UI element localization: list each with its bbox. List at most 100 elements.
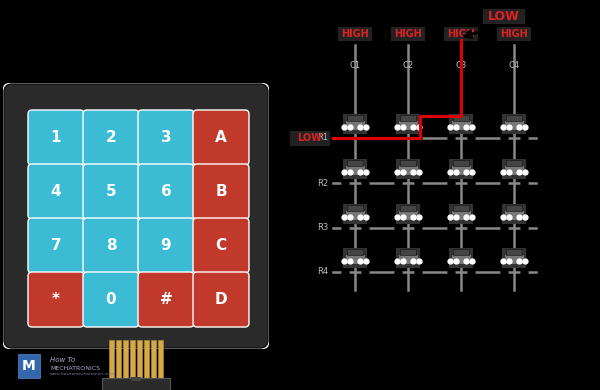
Bar bbox=[453, 205, 469, 211]
Bar bbox=[453, 115, 469, 121]
Bar bbox=[18, 354, 40, 378]
Bar bbox=[158, 340, 163, 378]
Bar bbox=[345, 254, 365, 264]
FancyBboxPatch shape bbox=[138, 272, 194, 327]
Bar bbox=[345, 120, 365, 130]
Text: HIGH: HIGH bbox=[394, 29, 422, 39]
Text: HIGH: HIGH bbox=[341, 29, 369, 39]
Bar bbox=[338, 27, 372, 41]
Bar bbox=[343, 248, 367, 268]
FancyBboxPatch shape bbox=[83, 218, 139, 273]
FancyBboxPatch shape bbox=[83, 272, 139, 327]
Bar bbox=[123, 340, 128, 378]
Bar bbox=[290, 131, 330, 146]
Bar bbox=[347, 160, 363, 166]
Text: *: * bbox=[52, 292, 60, 307]
Bar bbox=[449, 159, 473, 179]
Bar bbox=[506, 249, 522, 255]
FancyBboxPatch shape bbox=[193, 110, 249, 165]
Bar bbox=[391, 27, 425, 41]
FancyBboxPatch shape bbox=[28, 218, 84, 273]
Bar bbox=[343, 114, 367, 134]
Bar bbox=[345, 210, 365, 220]
Text: D: D bbox=[215, 292, 227, 307]
Text: 4: 4 bbox=[50, 184, 61, 199]
Text: C2: C2 bbox=[403, 60, 413, 69]
Bar bbox=[451, 120, 471, 130]
Bar bbox=[444, 27, 478, 41]
Bar bbox=[396, 159, 420, 179]
Bar bbox=[449, 204, 473, 224]
Bar bbox=[396, 248, 420, 268]
Bar bbox=[504, 165, 524, 175]
Text: How To: How To bbox=[50, 357, 75, 363]
Bar bbox=[137, 340, 142, 378]
Text: R1: R1 bbox=[317, 133, 329, 142]
Bar bbox=[451, 210, 471, 220]
Text: R3: R3 bbox=[317, 223, 329, 232]
Text: www.howtomechatronics.com: www.howtomechatronics.com bbox=[50, 372, 115, 376]
FancyBboxPatch shape bbox=[28, 110, 84, 165]
Text: B: B bbox=[215, 184, 227, 199]
Bar bbox=[451, 254, 471, 264]
Bar bbox=[102, 378, 170, 390]
Text: 3: 3 bbox=[161, 130, 172, 145]
Bar bbox=[343, 204, 367, 224]
FancyBboxPatch shape bbox=[3, 83, 269, 349]
Bar bbox=[130, 340, 135, 378]
FancyBboxPatch shape bbox=[138, 164, 194, 219]
Bar bbox=[398, 210, 418, 220]
Text: 0: 0 bbox=[106, 292, 116, 307]
Bar bbox=[453, 249, 469, 255]
FancyBboxPatch shape bbox=[4, 84, 268, 348]
Bar bbox=[502, 114, 526, 134]
Text: M: M bbox=[22, 359, 36, 373]
Bar bbox=[144, 340, 149, 378]
Bar bbox=[396, 204, 420, 224]
Bar bbox=[343, 159, 367, 179]
Bar bbox=[398, 120, 418, 130]
Bar bbox=[502, 159, 526, 179]
Bar bbox=[345, 165, 365, 175]
Bar bbox=[497, 27, 531, 41]
FancyBboxPatch shape bbox=[193, 164, 249, 219]
FancyBboxPatch shape bbox=[83, 110, 139, 165]
Text: LOW: LOW bbox=[488, 9, 520, 23]
Text: C3: C3 bbox=[455, 60, 467, 69]
Bar bbox=[483, 9, 525, 24]
Text: #: # bbox=[160, 292, 172, 307]
Bar bbox=[504, 120, 524, 130]
Bar bbox=[347, 115, 363, 121]
Text: 9: 9 bbox=[161, 238, 172, 253]
Bar bbox=[502, 248, 526, 268]
Bar bbox=[400, 249, 416, 255]
FancyBboxPatch shape bbox=[28, 272, 84, 327]
Text: 1: 1 bbox=[51, 130, 61, 145]
Bar bbox=[396, 114, 420, 134]
Bar bbox=[504, 210, 524, 220]
Text: C4: C4 bbox=[508, 60, 520, 69]
Bar bbox=[400, 115, 416, 121]
Bar bbox=[506, 205, 522, 211]
FancyBboxPatch shape bbox=[193, 218, 249, 273]
Bar bbox=[398, 165, 418, 175]
Bar bbox=[347, 249, 363, 255]
Bar bbox=[449, 114, 473, 134]
Bar bbox=[131, 377, 141, 381]
Bar bbox=[451, 165, 471, 175]
Text: R2: R2 bbox=[317, 179, 329, 188]
Bar bbox=[502, 204, 526, 224]
Bar bbox=[116, 340, 121, 378]
Text: 5: 5 bbox=[106, 184, 116, 199]
Bar bbox=[506, 115, 522, 121]
FancyBboxPatch shape bbox=[138, 218, 194, 273]
Text: A: A bbox=[215, 130, 227, 145]
Bar bbox=[453, 160, 469, 166]
Bar bbox=[347, 205, 363, 211]
Text: LOW: LOW bbox=[298, 133, 322, 143]
FancyBboxPatch shape bbox=[193, 272, 249, 327]
Text: C1: C1 bbox=[349, 60, 361, 69]
Text: MECHATRONICS: MECHATRONICS bbox=[50, 365, 100, 370]
FancyBboxPatch shape bbox=[28, 164, 84, 219]
Bar bbox=[109, 340, 114, 378]
